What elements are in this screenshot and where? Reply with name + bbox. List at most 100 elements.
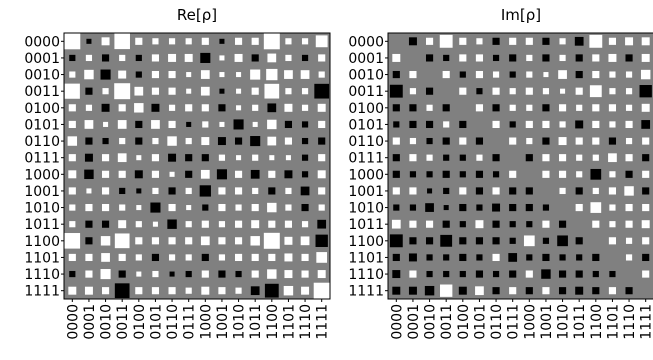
im-rho-ytick-label-9: 1001 (348, 184, 384, 200)
im-rho-element-r5-c11 (575, 120, 583, 128)
im-rho-element-r6-c7 (509, 137, 516, 144)
im-rho-ytick-label-7: 0111 (348, 151, 384, 167)
im-rho-element-r6-c14 (626, 138, 632, 144)
re-rho-element-r12-c2 (101, 236, 110, 245)
re-rho-element-r6-c9 (218, 137, 226, 145)
re-rho-element-r2-c9 (219, 72, 224, 77)
im-rho-element-r13-c5 (476, 254, 482, 260)
im-rho-element-r4-c14 (626, 105, 632, 111)
im-rho-element-r7-c9 (542, 154, 549, 161)
re-rho-element-r15-c12 (265, 284, 279, 298)
im-rho-element-r0-c11 (575, 37, 584, 46)
re-rho-element-r10-c6 (168, 204, 175, 211)
re-rho-element-r11-c9 (219, 221, 225, 227)
re-rho-element-r10-c5 (150, 203, 160, 213)
re-rho-element-r1-c7 (185, 54, 193, 62)
re-rho-element-r2-c6 (168, 71, 175, 78)
re-rho-element-r3-c4 (134, 87, 143, 96)
re-rho-element-r14-c5 (152, 271, 158, 277)
im-rho-element-r6-c4 (459, 137, 466, 144)
im-rho-element-r3-c1 (410, 88, 416, 94)
im-rho-element-r5-c10 (559, 121, 565, 127)
re-rho-ytick-label-10: 1010 (24, 201, 60, 217)
re-rho-element-r3-c15 (314, 84, 329, 99)
re-rho-element-r3-c10 (236, 89, 241, 94)
im-rho-element-r4-c12 (592, 104, 599, 111)
re-rho-element-r13-c9 (219, 254, 225, 260)
re-rho-element-r8-c3 (119, 171, 126, 178)
im-rho-element-r10-c3 (444, 205, 449, 210)
re-rho-element-r2-c3 (118, 71, 126, 79)
re-rho-element-r15-c0 (68, 287, 76, 295)
im-rho-element-r15-c4 (459, 287, 467, 295)
im-rho-element-r14-c9 (541, 269, 550, 278)
im-rho-element-r0-c4 (459, 38, 466, 45)
im-rho-element-r15-c13 (609, 287, 616, 294)
re-rho-element-r0-c4 (135, 38, 142, 45)
re-rho-element-r2-c10 (236, 72, 241, 77)
im-rho-element-r1-c9 (542, 54, 549, 61)
im-rho-element-r0-c13 (609, 38, 616, 45)
im-rho-title: Im[ρ] (501, 6, 541, 24)
im-rho-element-r11-c2 (426, 221, 433, 228)
im-rho-element-r10-c6 (492, 204, 500, 212)
im-rho-element-r15-c2 (425, 286, 434, 295)
im-rho-element-r1-c11 (576, 54, 583, 61)
re-rho-element-r10-c12 (267, 203, 276, 212)
im-rho-element-r2-c3 (443, 71, 450, 78)
im-rho-element-r14-c0 (392, 270, 400, 278)
im-rho-element-r2-c13 (609, 71, 615, 77)
re-rho-element-r9-c10 (235, 187, 242, 194)
im-rho-element-r13-c11 (576, 254, 582, 260)
im-rho-element-r10-c13 (609, 204, 615, 210)
im-rho-element-r4-c2 (426, 105, 432, 111)
re-rho-element-r7-c10 (236, 155, 241, 160)
im-rho-element-r9-c4 (459, 187, 466, 194)
re-rho-element-r10-c14 (301, 204, 308, 211)
im-rho-element-r13-c1 (409, 253, 417, 261)
im-rho-ytick-label-13: 1101 (348, 250, 384, 266)
re-rho-element-r12-c0 (65, 233, 81, 249)
re-rho-element-r1-c4 (136, 55, 142, 61)
re-rho-element-r12-c6 (168, 237, 175, 244)
re-rho-element-r4-c6 (169, 105, 175, 111)
im-rho-element-r11-c8 (526, 221, 532, 227)
im-rho-element-r5-c12 (592, 121, 599, 128)
im-rho-element-r5-c0 (393, 121, 399, 127)
re-rho-element-r15-c6 (168, 287, 175, 294)
re-rho-element-r4-c10 (236, 105, 241, 110)
re-rho-element-r4-c0 (69, 104, 76, 111)
im-rho-element-r7-c11 (576, 155, 582, 161)
re-rho-element-r7-c7 (185, 154, 192, 161)
im-rho-element-r3-c2 (426, 88, 433, 95)
im-rho-element-r12-c13 (609, 237, 616, 244)
re-rho-element-r11-c3 (118, 220, 126, 228)
im-rho-element-r10-c9 (543, 204, 549, 210)
re-rho-element-r14-c2 (101, 269, 111, 279)
im-rho-ytick-label-6: 0110 (348, 134, 384, 150)
im-rho-element-r9-c3 (443, 188, 449, 194)
im-rho-ytick-label-4: 0100 (348, 101, 384, 117)
re-rho-element-r6-c7 (186, 138, 192, 144)
im-rho-element-r9-c2 (427, 188, 432, 193)
re-rho-element-r5-c0 (69, 121, 76, 128)
re-rho-xtick-label-3: 0011 (115, 304, 131, 340)
re-rho-element-r9-c9 (218, 187, 225, 194)
re-rho-element-r2-c15 (319, 71, 325, 77)
im-rho-element-r11-c13 (609, 221, 615, 227)
re-rho-element-r14-c0 (69, 271, 75, 277)
re-rho-element-r7-c9 (219, 155, 225, 161)
re-rho-element-r5-c13 (285, 121, 292, 128)
im-rho-element-r11-c9 (542, 221, 549, 228)
re-rho-element-r12-c12 (264, 233, 280, 249)
im-rho-element-r7-c1 (409, 154, 416, 161)
im-rho-element-r5-c14 (625, 121, 632, 128)
re-rho-element-r3-c2 (102, 88, 108, 94)
im-rho-element-r2-c9 (543, 72, 548, 77)
im-rho-element-r0-c1 (409, 37, 417, 45)
im-rho-element-r1-c5 (476, 54, 483, 61)
re-rho-ytick-label-4: 0100 (24, 101, 60, 117)
im-rho-element-r2-c15 (641, 70, 650, 79)
re-rho-element-r15-c14 (301, 287, 309, 295)
re-rho-element-r1-c0 (69, 55, 75, 61)
